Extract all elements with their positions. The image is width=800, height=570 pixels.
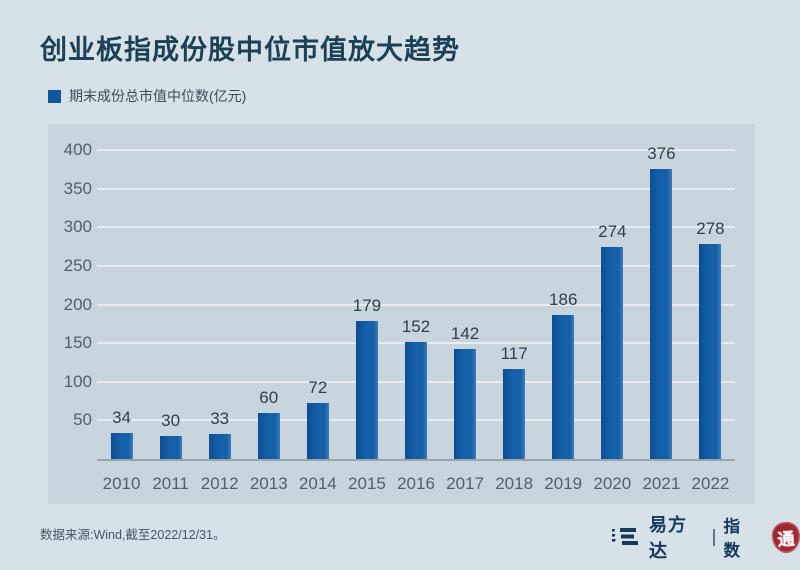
y-axis-tick-label: 300 (63, 217, 92, 237)
brand-divider (713, 528, 715, 546)
gridline-y-250 (97, 264, 735, 267)
gridline-y-350 (97, 187, 735, 190)
bar-value-label: 60 (259, 388, 279, 407)
x-axis-tick-label: 2017 (446, 474, 484, 493)
x-axis-tick-label: 2011 (152, 474, 189, 493)
x-axis-tick-label: 2014 (298, 474, 337, 493)
page-title: 创业板指成份股中位市值放大趋势 (40, 35, 460, 65)
x-axis-tick-label: 2021 (642, 474, 681, 493)
x-axis-tick-label: 2015 (348, 474, 386, 493)
gridline-y-200 (97, 303, 735, 306)
bar-2018 (503, 369, 526, 459)
x-axis-tick-label: 2013 (249, 474, 288, 493)
x-axis-tick-label: 2010 (102, 474, 141, 493)
y-axis-tick-label: 250 (63, 255, 92, 275)
efund-logo-icon (612, 526, 642, 548)
bar-2020 (601, 247, 624, 459)
bar-2010 (110, 433, 133, 459)
bar-2017 (454, 349, 477, 459)
brand-suffix: 指数 (723, 518, 747, 560)
chart-legend: 期末成份总市值中位数(亿元) (48, 86, 246, 106)
bar-2019 (552, 315, 575, 459)
brand-seal-character: 通 (776, 528, 796, 550)
bar-value-label: 117 (500, 344, 528, 363)
x-axis-tick-label: 2019 (544, 474, 583, 493)
bar-chart-plot-area: 50 100 150 200 250 300 350 400 34 2010 30 2011 33 201… (48, 124, 755, 504)
bar-2021 (650, 169, 673, 459)
bar-value-label: 34 (112, 408, 131, 427)
gridline-y-300 (97, 226, 735, 229)
bar-2022 (699, 244, 722, 459)
chart-panel: 50 100 150 200 250 300 350 400 34 2010 30 2011 33 201… (48, 124, 755, 504)
gridline-y-400 (97, 149, 735, 151)
x-axis-tick-label: 2016 (397, 474, 435, 493)
brand-name: 易方达 (649, 515, 687, 561)
y-axis-tick-label: 50 (73, 410, 92, 430)
bar-value-label: 72 (308, 378, 328, 397)
data-source-note: 数据来源:Wind,截至2022/12/31。 (40, 528, 226, 542)
bar-value-label: 278 (696, 219, 725, 238)
legend-label: 期末成份总市值中位数(亿元) (69, 88, 247, 104)
brand-seal-icon: 通 (770, 520, 800, 554)
bar-2016 (405, 342, 427, 459)
bar-2013 (257, 413, 280, 459)
x-axis-tick-label: 2020 (593, 474, 632, 493)
bar-2012 (208, 434, 231, 459)
y-axis-tick-label: 100 (63, 371, 92, 391)
x-axis-tick-label: 2018 (495, 474, 534, 493)
bar-value-label: 186 (549, 290, 578, 309)
legend-swatch-icon (48, 89, 61, 103)
bar-value-label: 376 (647, 144, 676, 163)
bar-value-label: 142 (450, 324, 480, 343)
y-axis-tick-label: 200 (63, 294, 92, 314)
x-axis-tick-label: 2012 (200, 474, 239, 493)
bar-2011 (159, 436, 182, 459)
bar-value-label: 152 (401, 317, 431, 336)
bar-2014 (306, 403, 329, 459)
bar-value-label: 274 (598, 222, 627, 241)
bar-value-label: 179 (352, 296, 382, 315)
bar-value-label: 33 (210, 409, 230, 428)
bar-value-label: 30 (161, 411, 181, 430)
bar-2015 (355, 321, 378, 459)
y-axis-tick-label: 400 (63, 140, 92, 159)
y-axis-tick-label: 350 (63, 178, 92, 198)
brand-footer: 易方达 指数 通 (612, 515, 800, 561)
y-axis-tick-label: 150 (63, 333, 92, 353)
x-axis-tick-label: 2022 (691, 474, 730, 493)
x-axis-line (97, 459, 735, 461)
